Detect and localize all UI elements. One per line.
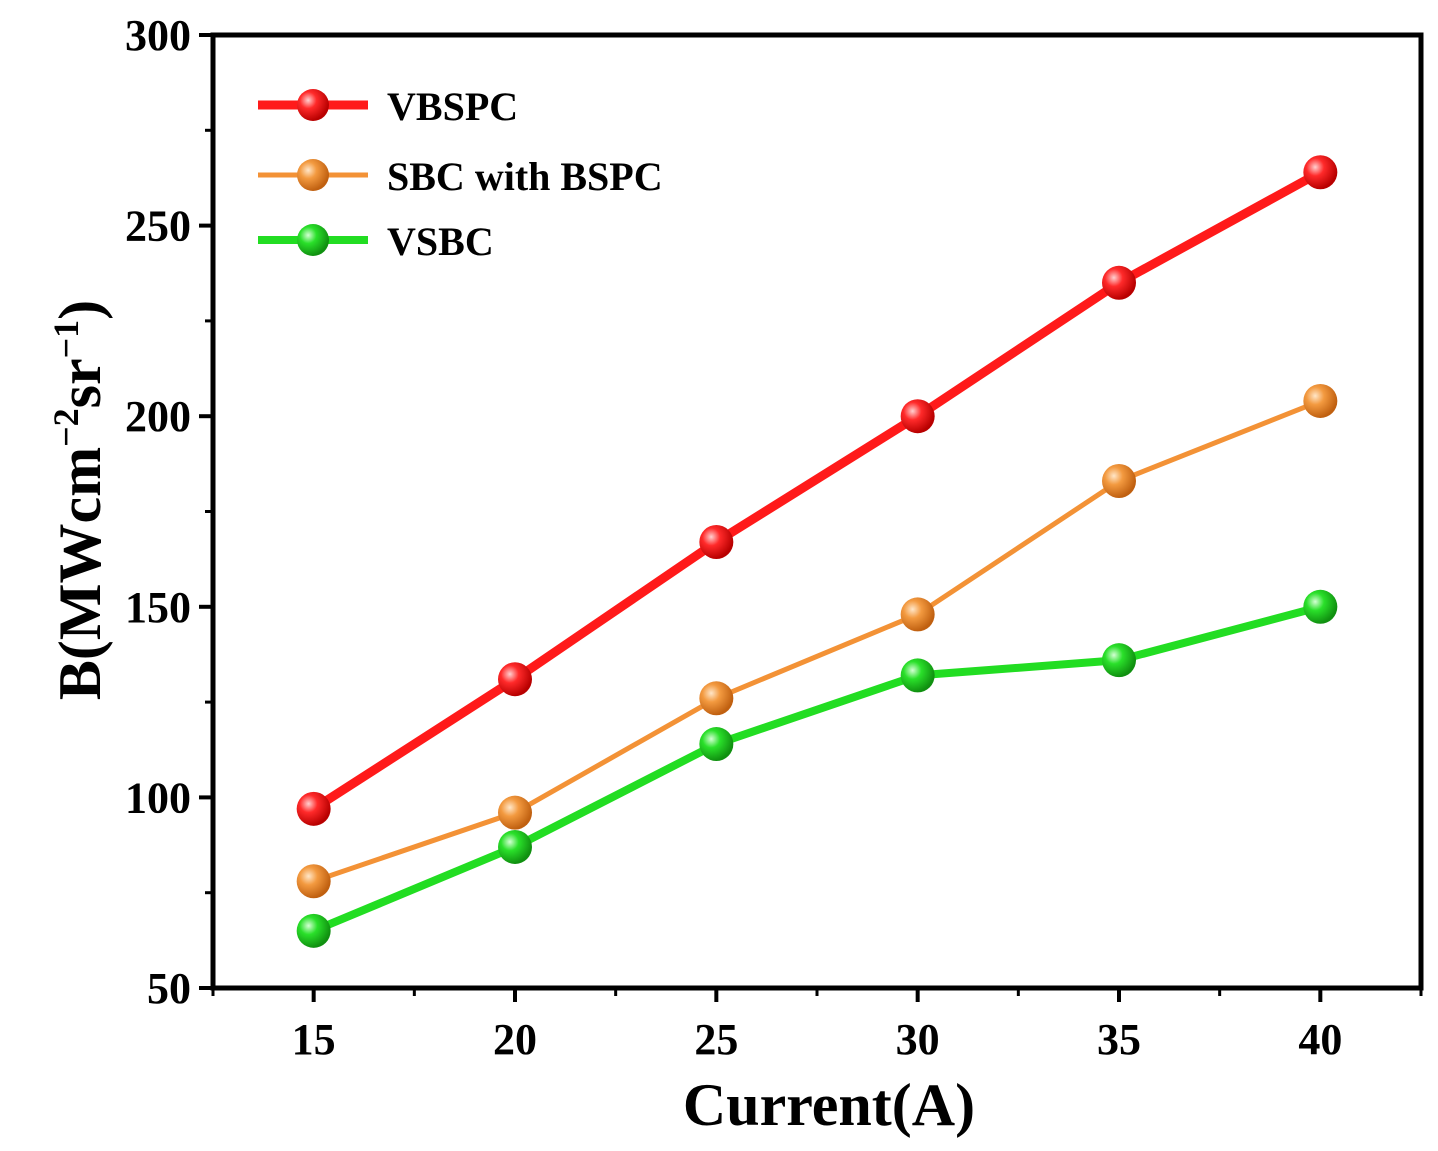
series-line-sbc-with-bspc bbox=[312, 398, 1322, 884]
series-line-vsbc bbox=[312, 602, 1322, 935]
series-vsbc bbox=[296, 589, 1338, 948]
data-point-vsbc bbox=[900, 658, 935, 693]
legend-swatch-marker bbox=[297, 224, 329, 256]
y-tick-label: 150 bbox=[125, 583, 191, 632]
legend-swatch-marker bbox=[297, 159, 329, 191]
data-point-sbc-with-bspc bbox=[900, 597, 935, 632]
data-point-vbspc bbox=[1102, 265, 1136, 300]
legend-label: VBSPC bbox=[387, 84, 518, 129]
legend-item-sbc-with-bspc: SBC with BSPC bbox=[258, 154, 663, 199]
series-vbspc bbox=[296, 155, 1338, 826]
data-point-sbc-with-bspc bbox=[296, 864, 331, 899]
y-tick-label: 100 bbox=[125, 773, 191, 822]
x-tick-label: 20 bbox=[493, 1015, 537, 1064]
legend-label: SBC with BSPC bbox=[387, 154, 663, 199]
data-point-sbc-with-bspc bbox=[699, 681, 734, 716]
y-axis-label: B(MWcm−2sr−1) bbox=[46, 300, 113, 700]
legend-swatch-marker bbox=[297, 89, 329, 121]
axis-ticks: 15 20 25 30 35 40 50 100 150 200 250 300 bbox=[125, 11, 1423, 1064]
series-line-vbspc bbox=[311, 168, 1323, 813]
data-point-vbspc bbox=[498, 662, 532, 697]
x-axis-label: Current(A) bbox=[683, 1072, 975, 1138]
data-point-sbc-with-bspc bbox=[498, 795, 532, 830]
legend-item-vbspc: VBSPC bbox=[258, 84, 518, 129]
x-tick-label: 35 bbox=[1097, 1015, 1141, 1064]
data-point-vbspc bbox=[1303, 155, 1338, 190]
data-point-vbspc bbox=[296, 791, 331, 826]
data-point-vbspc bbox=[900, 399, 935, 434]
series-group bbox=[296, 155, 1338, 948]
y-tick-label: 300 bbox=[125, 11, 191, 60]
data-point-vsbc bbox=[1102, 643, 1136, 678]
y-tick-label: 200 bbox=[125, 392, 191, 441]
legend: VBSPC SBC with BSPC VSBC bbox=[258, 84, 663, 264]
x-tick-label: 15 bbox=[292, 1015, 336, 1064]
data-point-vsbc bbox=[296, 913, 331, 948]
x-tick-label: 30 bbox=[896, 1015, 940, 1064]
legend-item-vsbc: VSBC bbox=[258, 219, 494, 264]
data-point-sbc-with-bspc bbox=[1303, 383, 1338, 418]
series-sbc-with-bspc bbox=[296, 383, 1338, 899]
legend-label: VSBC bbox=[387, 219, 494, 264]
data-point-vbspc bbox=[699, 524, 734, 559]
data-point-vsbc bbox=[1303, 589, 1338, 624]
x-tick-label: 25 bbox=[694, 1015, 738, 1064]
data-point-vsbc bbox=[498, 829, 532, 864]
y-tick-label: 50 bbox=[147, 964, 191, 1013]
data-point-sbc-with-bspc bbox=[1102, 464, 1136, 499]
x-tick-label: 40 bbox=[1298, 1015, 1342, 1064]
data-point-vsbc bbox=[699, 727, 734, 762]
y-tick-label: 250 bbox=[125, 202, 191, 251]
